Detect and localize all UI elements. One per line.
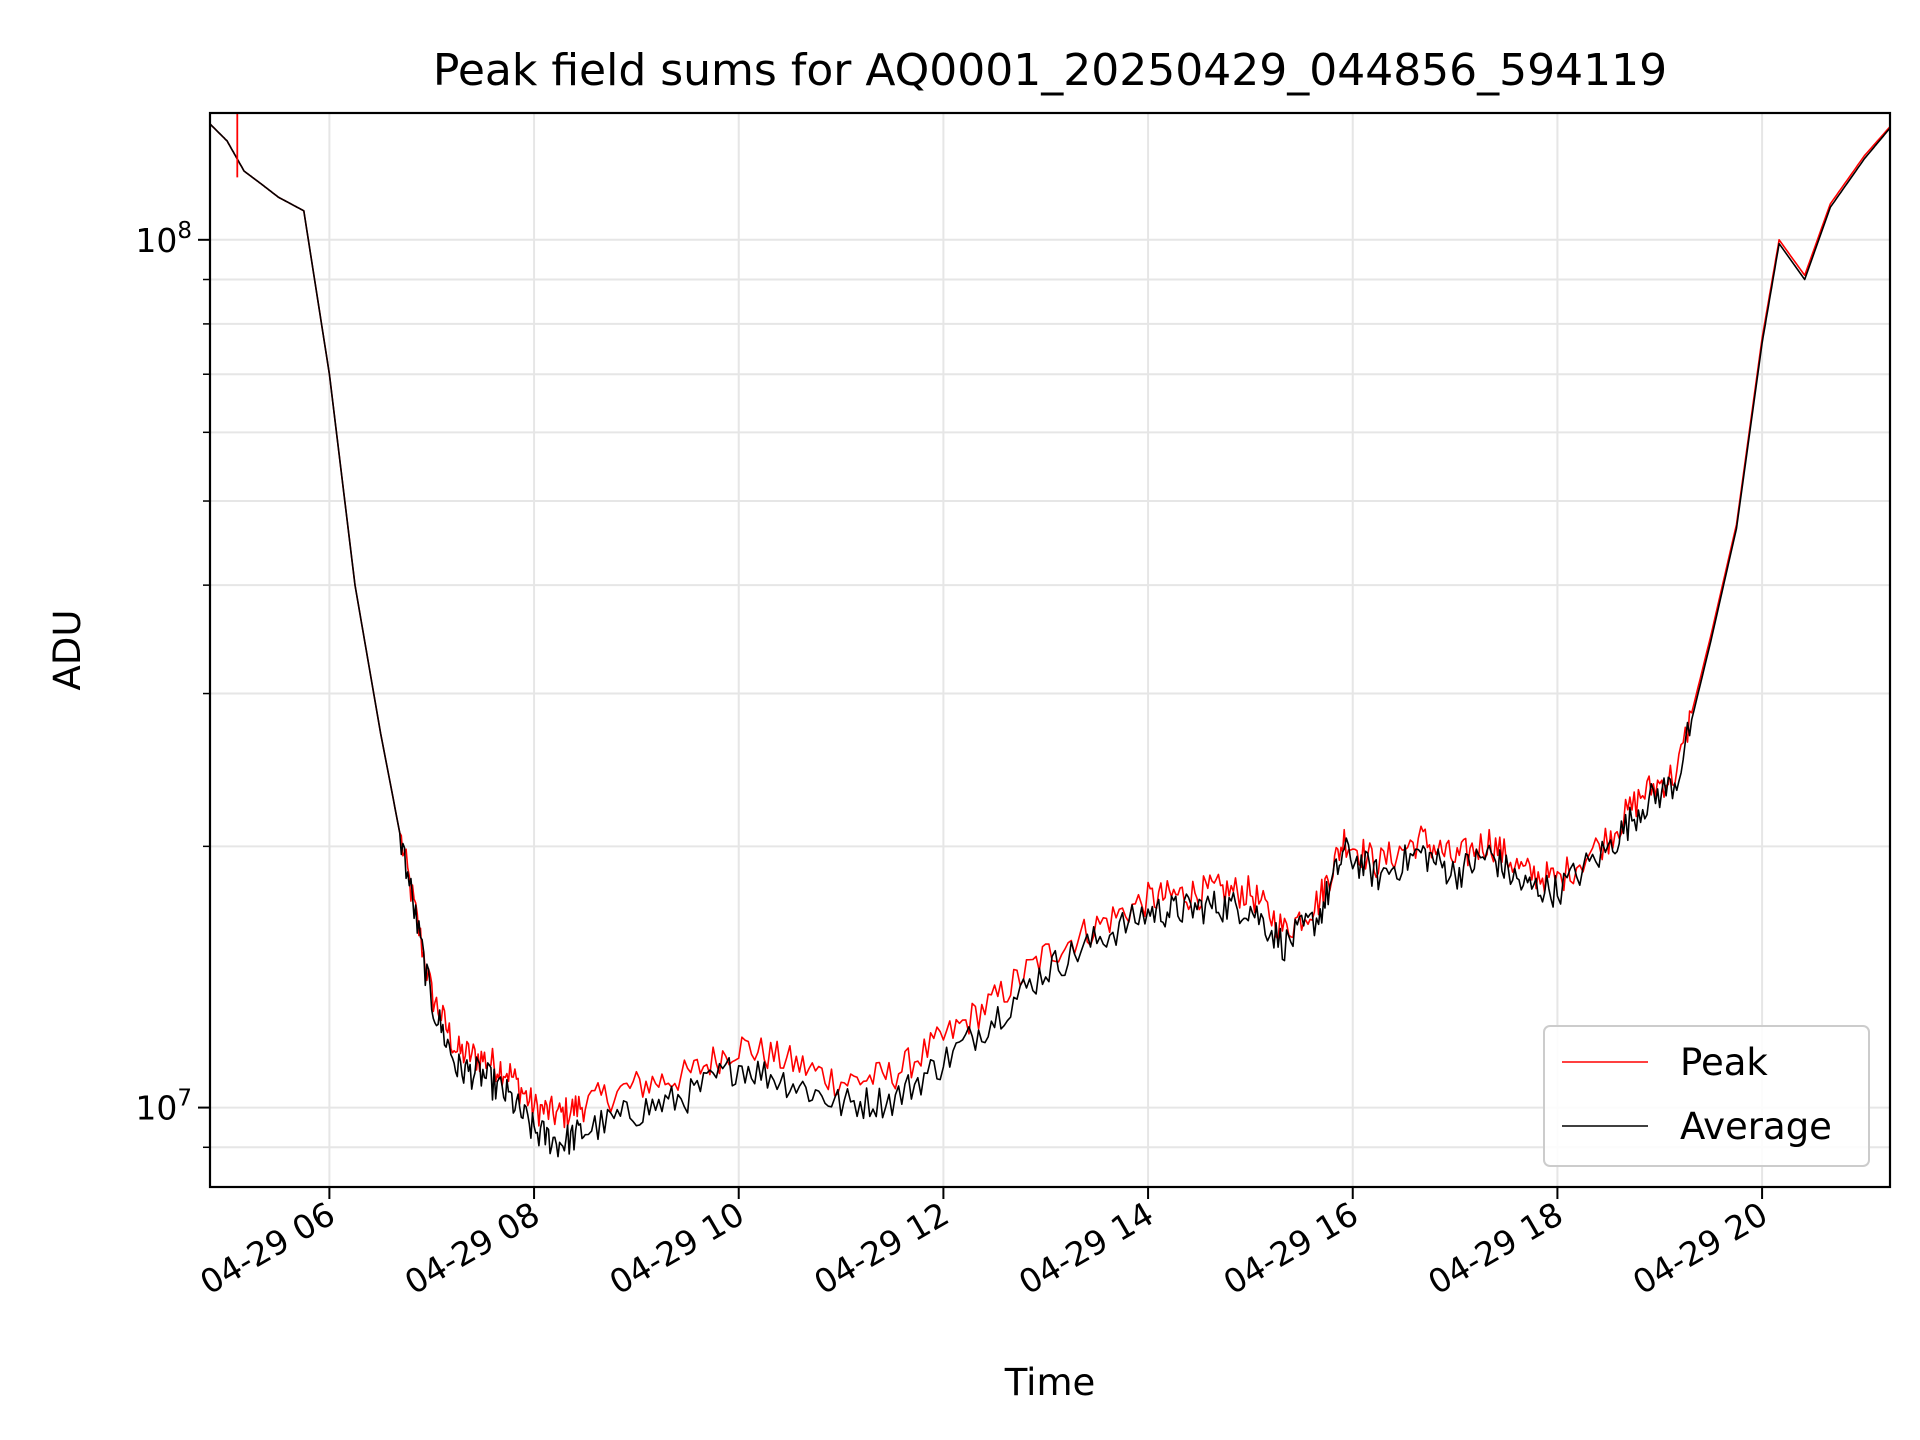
y-axis-label: ADU xyxy=(46,610,89,691)
legend-box xyxy=(1543,1025,1870,1167)
legend-label-peak: Peak xyxy=(1680,1041,1768,1084)
y-tick-label: 108 xyxy=(135,218,192,260)
x-axis-label: Time xyxy=(1004,1361,1096,1404)
chart-title: Peak field sums for AQ0001_20250429_0448… xyxy=(433,45,1667,96)
y-tick-label: 107 xyxy=(135,1086,192,1128)
series-line-average xyxy=(209,123,1891,1158)
y-axis-ticks: 107 108 xyxy=(135,218,210,1149)
legend-label-average: Average xyxy=(1680,1105,1832,1148)
plot-lines xyxy=(209,113,1891,1158)
legend: Peak Average xyxy=(1543,1025,1870,1167)
plot-frame xyxy=(208,111,1892,1189)
